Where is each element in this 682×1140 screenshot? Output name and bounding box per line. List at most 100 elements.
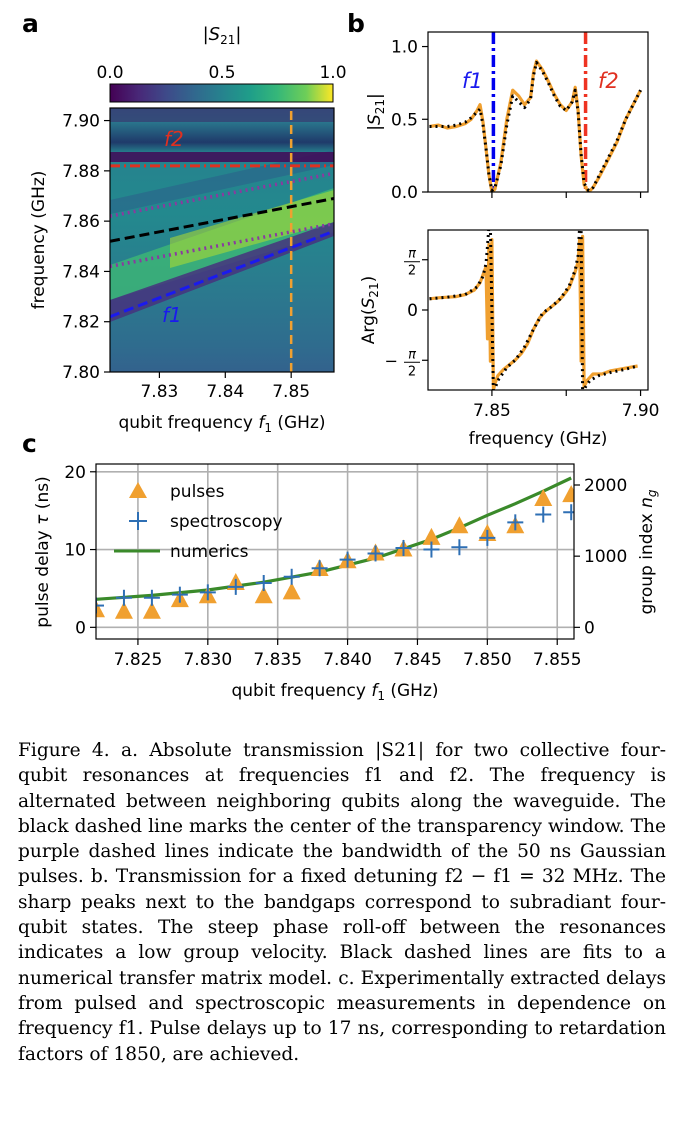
panel-a-lines bbox=[110, 108, 334, 372]
colorbar-gradient bbox=[109, 83, 334, 103]
spectroscopy-marker bbox=[395, 540, 412, 556]
panel-a-xtick-label-2: 7.85 bbox=[272, 382, 310, 402]
panel-a-xtick-label-1: 7.84 bbox=[206, 382, 244, 402]
heatmap-top-dark bbox=[110, 108, 334, 122]
panel-b-bottom-series bbox=[429, 230, 638, 390]
panel-b-xtick-label-2: 7.90 bbox=[622, 401, 660, 421]
panel-b-ytick-label-2-1: 0 bbox=[407, 301, 418, 321]
panel-a-line-1 bbox=[110, 197, 334, 243]
panel-c: 7.825 7.830 7.835 7.840 7.845 7.850 7.85501020… bbox=[33, 463, 659, 703]
panel-c-xtick-label-5: 7.850 bbox=[463, 650, 512, 670]
spectroscopy-marker bbox=[227, 578, 244, 595]
panel-a-heatmap: f2 f1 7.83 7.84 7.857.807.827.847.867.887.… bbox=[29, 107, 335, 435]
pulse-marker bbox=[422, 527, 441, 545]
panel-c-frame bbox=[95, 463, 575, 640]
spectroscopy-marker bbox=[563, 504, 574, 521]
panel-b-bottom-ylabel: Arg(S21) bbox=[359, 276, 381, 344]
pi-numerator: π bbox=[408, 347, 416, 362]
spectroscopy-marker bbox=[507, 514, 524, 531]
spectroscopy-marker bbox=[423, 541, 440, 558]
panel-a-f1-label: f1 bbox=[162, 303, 182, 327]
panel-b-ytick-label-2-2: − π 2 bbox=[385, 347, 420, 379]
panel-b-top-axes: 0.0 0.5 1.0 bbox=[391, 38, 642, 203]
panel-c-ylabel: pulse delay τ (ns) bbox=[33, 476, 53, 627]
panel-a-line-3 bbox=[110, 221, 334, 269]
panel-a-line-2 bbox=[110, 171, 334, 218]
panel-c-xtick-label-1: 7.830 bbox=[183, 650, 232, 670]
panel-a-colorbar: |S21| 0.0 0.5 1.0 bbox=[96, 24, 347, 103]
panel-c-axes: 7.825 7.830 7.835 7.840 7.845 7.850 7.85501020… bbox=[64, 463, 627, 670]
panel-a-xtick-label-0: 7.83 bbox=[140, 382, 178, 402]
panel-b-xlabel: frequency (GHz) bbox=[469, 429, 608, 449]
panel-b-top-ylabel: |S21| bbox=[365, 93, 387, 131]
figure-caption: Figure 4. a. Absolute transmission |S21|… bbox=[18, 738, 666, 1067]
panel-b-ytick-label-1-0: 0.0 bbox=[391, 183, 418, 203]
figure-canvas: a b c |S21| 0.0 0.5 1.0 f2 f1 7.83 7.84 7.… bbox=[22, 9, 660, 703]
pulse-marker bbox=[142, 601, 161, 619]
spectroscopy-marker bbox=[171, 586, 188, 603]
legend-pulses-marker bbox=[129, 482, 147, 498]
panel-b-ytick-label-1-1: 0.5 bbox=[391, 110, 418, 130]
panel-b-ytick-label-2-0: π2 bbox=[404, 247, 420, 279]
panel-c-xlabel: qubit frequency f1 (GHz) bbox=[231, 681, 438, 703]
spectroscopy-marker bbox=[451, 539, 468, 556]
panel-c-xtick-label-6: 7.855 bbox=[533, 650, 582, 670]
spectroscopy-marker bbox=[96, 597, 104, 614]
spectroscopy-marker bbox=[115, 589, 132, 606]
panel-a-line-4 bbox=[110, 229, 334, 319]
panel-b-letter: b bbox=[347, 9, 365, 38]
spectroscopy-marker bbox=[367, 545, 384, 562]
spectroscopy-marker bbox=[255, 575, 272, 591]
pulse-marker bbox=[114, 601, 133, 619]
pi-numerator: π bbox=[408, 247, 416, 262]
panel-c-xtick-label-0: 7.825 bbox=[114, 650, 163, 670]
legend-spectroscopy-marker bbox=[129, 512, 147, 530]
panel-a-f2-label: f2 bbox=[164, 127, 184, 151]
pulse-marker bbox=[282, 582, 301, 600]
panel-c-ytick-label-0: 0 bbox=[75, 618, 86, 638]
panel-a-ytick-label-4: 7.88 bbox=[62, 162, 100, 182]
panel-c-letter: c bbox=[22, 429, 37, 458]
panel-c-ytick-label-1: 10 bbox=[64, 541, 86, 561]
colorbar-tick-1: 0.5 bbox=[208, 63, 235, 83]
panel-b-f1-label: f1 bbox=[462, 69, 483, 93]
panel-c-xtick-label-2: 7.835 bbox=[253, 650, 302, 670]
spectroscopy-marker bbox=[311, 560, 328, 577]
panel-c-legend: pulses spectroscopy numerics bbox=[114, 482, 283, 562]
panel-b-bottom-fit-line bbox=[429, 230, 638, 390]
panel-b-top-frame bbox=[427, 31, 649, 193]
pulse-marker bbox=[562, 485, 574, 503]
heatmap-f2-dark bbox=[110, 152, 334, 162]
pulse-marker bbox=[534, 489, 553, 506]
panel-b-xtick-label-0: 7.85 bbox=[473, 401, 511, 421]
panel-b-bottom-measured-line bbox=[429, 234, 638, 390]
panel-a-ylabel: frequency (GHz) bbox=[29, 171, 49, 310]
colorbar-tick-2: 1.0 bbox=[319, 63, 346, 83]
panel-c-xtick-label-3: 7.840 bbox=[323, 650, 372, 670]
panel-b-bottom: π20− π27.85 7.90 Arg(S21) frequency (GHz) bbox=[359, 229, 660, 449]
panel-c-ylabel-right: group index ng bbox=[637, 489, 659, 614]
panel-a-xlabel: qubit frequency f1 (GHz) bbox=[118, 413, 325, 435]
spectroscopy-marker bbox=[143, 589, 160, 606]
panel-c-series bbox=[96, 476, 574, 619]
panel-b-top: f1 f2 0.0 0.5 1.0 |S21| bbox=[365, 31, 649, 203]
panel-a-ytick-label-3: 7.86 bbox=[62, 212, 100, 232]
spectroscopy-marker bbox=[479, 529, 496, 546]
pulse-marker bbox=[96, 600, 105, 618]
legend-spectroscopy-label: spectroscopy bbox=[170, 512, 283, 532]
panel-a-ytick-label-2: 7.84 bbox=[62, 262, 100, 282]
pulse-marker bbox=[450, 516, 469, 534]
panel-c-ytick-right-label-2: 2000 bbox=[584, 476, 627, 496]
panel-a-ytick-label-0: 7.80 bbox=[62, 363, 100, 383]
panel-a-frame bbox=[109, 107, 335, 373]
heatmap-dark-band bbox=[110, 222, 334, 322]
spectroscopy-marker bbox=[283, 568, 300, 585]
panel-c-grid bbox=[96, 464, 574, 639]
denominator: 2 bbox=[408, 364, 416, 379]
pulse-marker bbox=[254, 586, 273, 604]
spectroscopy-marker bbox=[199, 584, 216, 601]
spectroscopy-marker bbox=[535, 506, 552, 523]
caption-label: Figure 4. bbox=[18, 740, 110, 761]
caption-text: a. Absolute transmission |S21| for two c… bbox=[18, 740, 666, 1065]
